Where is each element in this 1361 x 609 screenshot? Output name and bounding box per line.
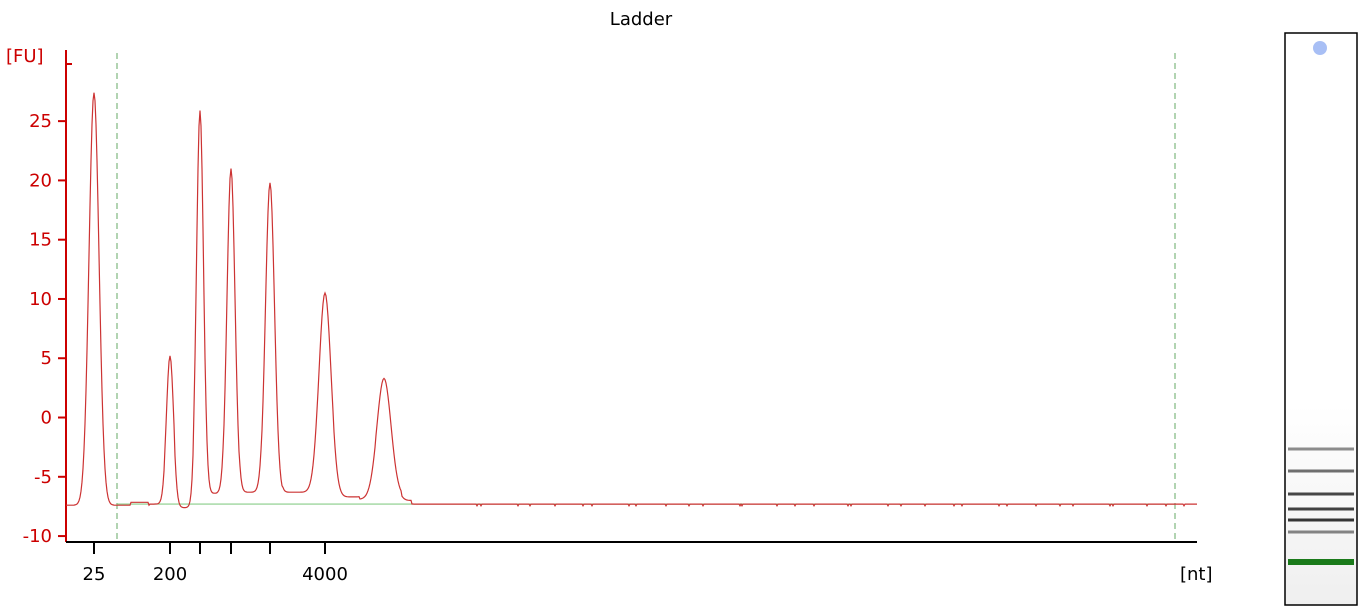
gel-band	[1288, 518, 1354, 522]
x-axis: 25 200 4000	[66, 541, 1197, 585]
y-axis-unit: [FU]	[6, 46, 44, 67]
x-axis-unit: [nt]	[1180, 564, 1213, 585]
x-tick-label: 25	[83, 564, 106, 585]
gel-upper-marker-spot	[1313, 41, 1327, 55]
gel-band	[1288, 492, 1354, 496]
x-tick-label: 200	[153, 564, 187, 585]
y-tick-label: -10	[23, 526, 52, 547]
trace-group	[66, 92, 1197, 509]
x-tick-label: 4000	[302, 564, 348, 585]
y-tick-label: 20	[29, 170, 52, 191]
gel-lower-marker-band	[1288, 559, 1354, 565]
gel-lane	[1284, 32, 1358, 606]
y-tick-label: 10	[29, 289, 52, 310]
region-markers	[116, 53, 1176, 541]
gel-band	[1288, 530, 1354, 534]
y-tick-label: 0	[41, 408, 52, 429]
y-axis: 25 20 15 10 5 0 -5 -10	[23, 50, 72, 547]
y-tick-label: -5	[34, 467, 52, 488]
gel-band	[1288, 507, 1354, 511]
y-tick-label: 5	[41, 348, 52, 369]
chart-title: Ladder	[610, 9, 673, 30]
gel-band	[1288, 469, 1354, 473]
signal-trace	[66, 92, 1197, 509]
gel-band	[1288, 447, 1354, 451]
y-tick-label: 25	[29, 111, 52, 132]
y-tick-label: 15	[29, 230, 52, 251]
